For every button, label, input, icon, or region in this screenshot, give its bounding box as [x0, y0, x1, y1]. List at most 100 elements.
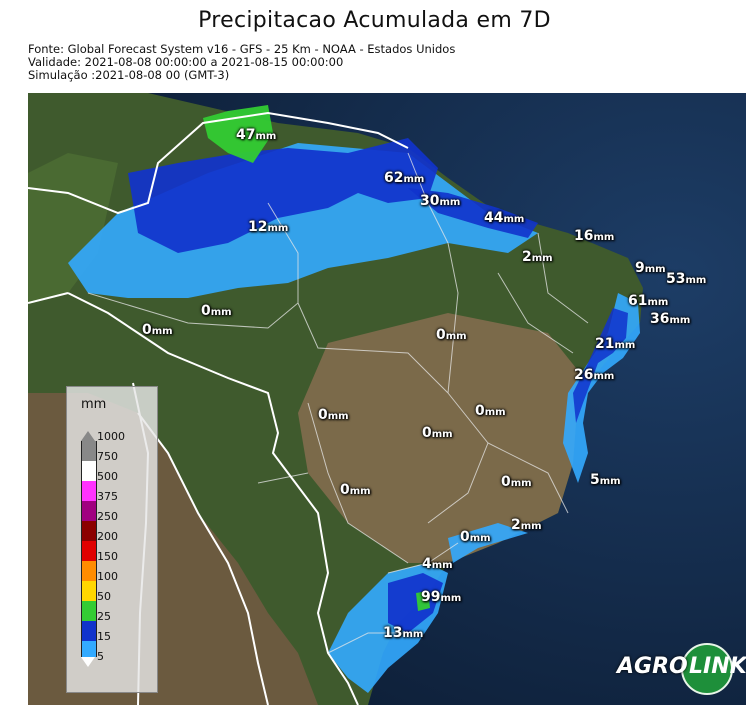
precip-label: 36mm [650, 311, 690, 327]
legend-swatch [81, 581, 97, 601]
color-legend: mm 1000 750 500 375 250 200 150 100 50 2… [66, 386, 158, 693]
precipitation-map: 47mm 62mm 30mm 44mm 16mm 12mm 2mm 9mm 53… [28, 93, 746, 705]
precip-value: 12 [248, 219, 268, 235]
precip-value: 0 [475, 403, 485, 419]
precip-value: 2 [522, 249, 532, 265]
precip-label: 0mm [460, 529, 491, 545]
precip-unit: mm [503, 214, 525, 225]
precip-unit: mm [531, 253, 553, 264]
legend-swatch [81, 521, 97, 541]
precip-value: 0 [501, 474, 511, 490]
legend-tick: 150 [97, 550, 118, 563]
precip-label: 62mm [384, 170, 424, 186]
precip-unit: mm [520, 521, 542, 532]
precip-unit: mm [647, 297, 669, 308]
precip-value: 62 [384, 170, 404, 186]
precip-value: 53 [666, 271, 686, 287]
rain-east-coast-core [573, 308, 628, 423]
legend-swatch [81, 441, 97, 461]
map-metadata: Fonte: Global Forecast System v16 - GFS … [28, 43, 455, 82]
precip-value: 9 [635, 260, 645, 276]
precip-value: 4 [422, 556, 432, 572]
legend-tick: 5 [97, 650, 104, 663]
legend-swatch [81, 501, 97, 521]
precip-label: 26mm [574, 367, 614, 383]
rain-north-moderate [128, 138, 438, 253]
precip-unit: mm [255, 131, 277, 142]
precip-value: 0 [422, 425, 432, 441]
precip-value: 0 [460, 529, 470, 545]
precip-unit: mm [431, 560, 453, 571]
precip-unit: mm [593, 232, 615, 243]
precip-unit: mm [685, 275, 707, 286]
precip-label: 0mm [436, 327, 467, 343]
rain-southeast [448, 523, 528, 563]
precip-label: 0mm [501, 474, 532, 490]
rain-south-heavy [416, 591, 430, 611]
precip-value: 21 [595, 336, 615, 352]
precip-unit: mm [439, 197, 461, 208]
legend-swatch [81, 641, 97, 657]
precip-unit: mm [614, 340, 636, 351]
legend-tick: 15 [97, 630, 111, 643]
validity-line: Validade: 2021-08-08 00:00:00 a 2021-08-… [28, 55, 344, 69]
precip-value: 0 [142, 322, 152, 338]
map-canvas [28, 93, 746, 705]
legend-tick: 50 [97, 590, 111, 603]
map-title: Precipitacao Acumulada em 7D [198, 8, 551, 33]
precip-label: 2mm [511, 517, 542, 533]
precip-value: 0 [436, 327, 446, 343]
precip-unit: mm [403, 174, 425, 185]
precip-label: 0mm [201, 303, 232, 319]
logo-text-link: LINK [689, 654, 746, 679]
precip-value: 13 [383, 625, 403, 641]
precip-value: 26 [574, 367, 594, 383]
legend-swatch [81, 657, 95, 667]
precip-value: 0 [340, 482, 350, 498]
legend-tick: 500 [97, 470, 118, 483]
precip-unit: mm [267, 223, 289, 234]
precip-unit: mm [484, 407, 506, 418]
source-line: Fonte: Global Forecast System v16 - GFS … [28, 42, 456, 56]
legend-swatch [81, 621, 97, 641]
precip-value: 0 [201, 303, 211, 319]
precip-unit: mm [599, 476, 621, 487]
precip-label: 21mm [595, 336, 635, 352]
legend-tick: 200 [97, 530, 118, 543]
legend-tick: 25 [97, 610, 111, 623]
precip-unit: mm [151, 326, 173, 337]
precip-unit: mm [210, 307, 232, 318]
simulation-line: Simulação :2021-08-08 00 (GMT-3) [28, 68, 230, 82]
precip-unit: mm [327, 411, 349, 422]
precip-value: 99 [421, 589, 441, 605]
legend-swatch [81, 461, 97, 481]
precip-unit: mm [445, 331, 467, 342]
precip-value: 36 [650, 311, 670, 327]
precip-label: 2mm [522, 249, 553, 265]
logo-text-agro: AGRO [617, 654, 688, 679]
precip-label: 0mm [318, 407, 349, 423]
legend-tick: 100 [97, 570, 118, 583]
precip-value: 61 [628, 293, 648, 309]
precip-label: 44mm [484, 210, 524, 226]
precip-value: 30 [420, 193, 440, 209]
precip-label: 0mm [340, 482, 371, 498]
legend-tick: 375 [97, 490, 118, 503]
precip-value: 16 [574, 228, 594, 244]
precip-unit: mm [593, 371, 615, 382]
legend-tick: 250 [97, 510, 118, 523]
legend-tick: 750 [97, 450, 118, 463]
precip-unit: mm [644, 264, 666, 275]
land-cerrado [298, 313, 588, 563]
precip-unit: mm [469, 533, 491, 544]
precip-value: 5 [590, 472, 600, 488]
precip-label: 0mm [475, 403, 506, 419]
precip-label: 0mm [422, 425, 453, 441]
precip-label: 30mm [420, 193, 460, 209]
precip-value: 44 [484, 210, 504, 226]
legend-colorbar [81, 431, 97, 667]
precip-label: 4mm [422, 556, 453, 572]
precip-label: 0mm [142, 322, 173, 338]
precip-label: 9mm [635, 260, 666, 276]
precip-unit: mm [669, 315, 691, 326]
